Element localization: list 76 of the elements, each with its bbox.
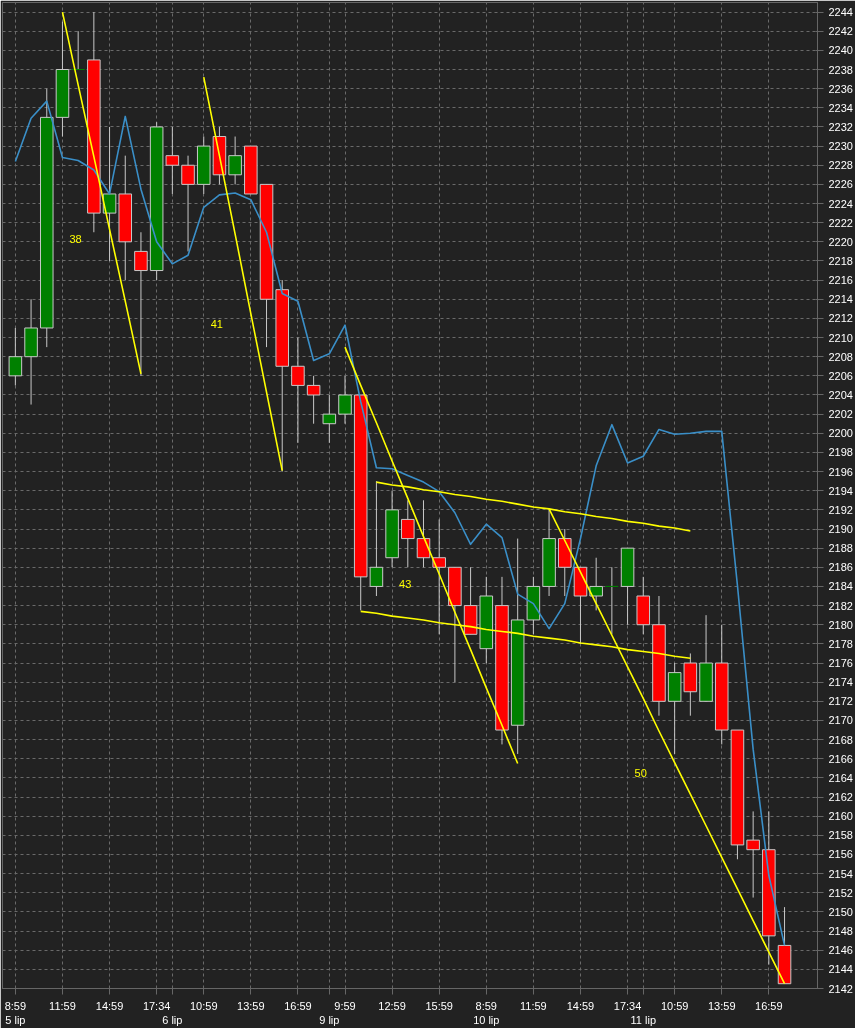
y-tick-label: 2202 [828, 408, 853, 421]
x-tick-label: 11:59 [49, 999, 76, 1012]
y-tick-label: 2150 [828, 905, 853, 918]
y-tick-label: 2160 [828, 810, 853, 823]
x-tick-label: 11 lip [630, 1013, 656, 1026]
y-tick-label: 2206 [828, 369, 853, 382]
y-tick-label: 2224 [828, 197, 853, 210]
y-tick-label: 2222 [828, 216, 853, 229]
y-tick-label: 2208 [828, 350, 853, 363]
x-tick-label: 8:59 10 lip [473, 999, 500, 1026]
y-tick-label: 2148 [828, 925, 853, 938]
x-tick-label: 16:59 [284, 999, 312, 1012]
y-tick-label: 2226 [828, 178, 853, 191]
x-tick-label: 6 lip [162, 1013, 183, 1026]
y-tick-label: 2152 [828, 886, 853, 899]
x-tick-label: 17:34 [613, 999, 642, 1012]
x-tick-label: 11:59 [520, 999, 547, 1012]
y-tick-label: 2146 [828, 944, 853, 957]
y-tick-label: 2198 [828, 446, 853, 459]
y-tick-label: 2168 [828, 733, 853, 746]
x-tick-label: 8:59 5 lip [4, 999, 27, 1026]
x-tick-label: 14:59 [566, 999, 595, 1012]
y-tick-label: 2142 [828, 982, 853, 995]
y-tick-label: 2170 [828, 714, 853, 727]
x-tick-label: 10:59 [660, 999, 689, 1012]
x-tick-label: 9:59 [334, 999, 356, 1012]
text: 50 [634, 766, 647, 779]
y-tick-label: 2204 [828, 388, 853, 401]
y-tick-label: 2214 [828, 293, 853, 306]
y-tick-label: 2176 [828, 657, 853, 670]
y-tick-label: 2238 [828, 63, 853, 76]
y-tick-label: 2192 [828, 503, 853, 516]
y-tick-label: 2190 [828, 523, 853, 535]
y-tick-label: 2220 [828, 235, 853, 248]
y-tick-label: 2182 [828, 599, 853, 612]
x-tick-label: 16:59 [755, 999, 783, 1012]
text: 38 [69, 233, 82, 246]
y-tick-label: 2162 [828, 791, 853, 804]
y-tick-label: 2156 [828, 848, 853, 861]
y-tick-label: 2174 [828, 676, 853, 689]
x-tick-label: 14:59 [95, 999, 124, 1012]
x-tick-label: 9 lip [319, 1013, 340, 1026]
text: 43 [399, 578, 412, 590]
y-tick-label: 2218 [828, 254, 853, 267]
y-tick-label: 2186 [828, 561, 853, 574]
x-tick-label: 12:59 [378, 999, 406, 1012]
x-tick-label: 10:59 [189, 999, 218, 1012]
y-tick-label: 2200 [828, 427, 853, 440]
x-tick-label: 17:34 [142, 999, 171, 1012]
y-tick-label: 2216 [828, 274, 853, 287]
y-tick-label: 2158 [828, 829, 853, 842]
y-tick-label: 2210 [828, 331, 853, 344]
y-tick-label: 2228 [828, 159, 853, 172]
y-tick-label: 2172 [828, 695, 853, 708]
y-tick-label: 2236 [828, 82, 853, 95]
y-tick-label: 2234 [828, 101, 853, 114]
text: 41 [210, 317, 223, 330]
y-tick-label: 2240 [828, 44, 853, 57]
y-tick-label: 2188 [828, 542, 853, 555]
y-tick-label: 2166 [828, 752, 853, 765]
y-tick-label: 2144 [828, 963, 853, 976]
y-tick-label: 2230 [828, 140, 853, 153]
y-tick-label: 2196 [828, 465, 853, 478]
y-tick-label: 2164 [828, 771, 853, 784]
x-tick-label: 15:59 [425, 999, 453, 1012]
y-tick-label: 2154 [828, 867, 853, 880]
y-tick-label: 2184 [828, 580, 853, 593]
x-tick-label: 13:59 [707, 999, 736, 1012]
x-tick-label: 13:59 [237, 999, 265, 1012]
y-tick-label: 2178 [828, 637, 853, 650]
y-tick-label: 2232 [828, 120, 853, 133]
y-tick-label: 2194 [828, 484, 853, 497]
y-tick-label: 2242 [828, 25, 853, 38]
y-tick-label: 2212 [828, 312, 853, 325]
y-tick-label: 2244 [828, 6, 853, 19]
y-tick-label: 2180 [828, 618, 853, 631]
